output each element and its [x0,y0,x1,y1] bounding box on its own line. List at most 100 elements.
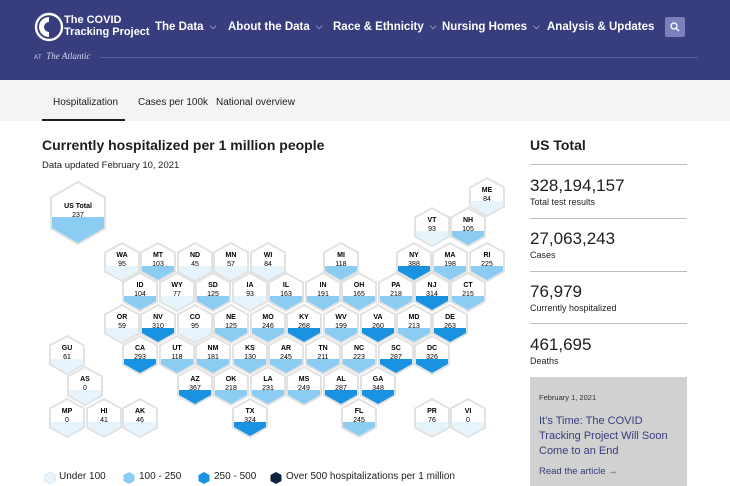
hex-state-ok[interactable]: OK 218 [213,365,249,407]
hex-us-total[interactable]: US Total 237 [50,180,106,246]
read-article-link[interactable]: Read the article → [539,466,618,477]
hex-state-al[interactable]: AL 287 [323,365,359,407]
search-button[interactable] [665,17,685,37]
hex-state-label: PA [391,282,400,289]
hex-state-label: MT [153,252,164,259]
hex-state-sc[interactable]: SC 287 [378,334,414,376]
hex-state-id[interactable]: ID 104 [122,271,158,313]
hex-state-oh[interactable]: OH 165 [341,271,377,313]
stat-divider [530,271,687,272]
hex-state-or[interactable]: OR 59 [104,303,140,345]
hex-state-sd[interactable]: SD 125 [195,271,231,313]
hex-state-nd[interactable]: ND 45 [177,241,213,283]
article-title[interactable]: It’s Time: The COVID Tracking Project Wi… [539,415,668,457]
hex-state-wy[interactable]: WY 77 [159,271,195,313]
hex-state-tn[interactable]: TN 211 [305,334,341,376]
nav-race-ethnicity[interactable]: Race & Ethnicity ⌵ [333,21,437,33]
hex-state-ca[interactable]: CA 293 [122,334,158,376]
hex-state-de[interactable]: DE 263 [432,303,468,345]
hex-state-label: IL [283,282,290,289]
hex-fill [398,266,430,280]
nav-about-the-data[interactable]: About the Data ⌵ [228,21,323,33]
hex-state-gu[interactable]: GU 61 [49,334,85,376]
hex-state-value: 260 [372,323,384,330]
hex-state-il[interactable]: IL 163 [268,271,304,313]
hex-state-label: ME [482,187,493,194]
hex-state-label: MA [445,252,456,259]
us-total-title: US Total [530,137,586,153]
hex-state-ny[interactable]: NY 388 [396,241,432,283]
hex-fill [197,359,229,373]
hex-state-label: AR [281,345,291,352]
active-tab-indicator [42,119,125,121]
hex-state-ri[interactable]: RI 225 [469,241,505,283]
hex-state-value: 61 [63,354,71,361]
hex-state-ct[interactable]: CT 215 [450,271,486,313]
publisher-credit[interactable]: AT The Atlantic [34,51,90,61]
hex-state-value: 388 [408,261,420,268]
hex-state-ky[interactable]: KY 268 [286,303,322,345]
hex-state-nv[interactable]: NV 310 [140,303,176,345]
hex-fill [252,266,284,280]
hex-state-mn[interactable]: MN 57 [213,241,249,283]
hex-state-vi[interactable]: VI 0 [450,397,486,439]
hex-state-wi[interactable]: WI 84 [250,241,286,283]
hex-fill [270,359,302,373]
hex-state-ar[interactable]: AR 245 [268,334,304,376]
ctp-logo-icon[interactable] [34,12,64,42]
hex-state-mi[interactable]: MI 118 [323,241,359,283]
hex-state-in[interactable]: IN 191 [305,271,341,313]
hex-state-fl[interactable]: FL 245 [341,397,377,439]
hex-state-tx[interactable]: TX 324 [232,397,268,439]
hex-state-pa[interactable]: PA 218 [378,271,414,313]
hex-state-nm[interactable]: NM 181 [195,334,231,376]
logo-text[interactable]: The COVID Tracking Project [64,14,150,38]
hex-state-va[interactable]: VA 260 [360,303,396,345]
hex-state-me[interactable]: ME 84 [469,176,505,218]
hex-state-hi[interactable]: HI 41 [86,397,122,439]
nav-analysis-updates[interactable]: Analysis & Updates [547,21,654,33]
hex-state-as[interactable]: AS 0 [67,365,103,407]
hex-state-dc[interactable]: DC 326 [414,334,450,376]
hex-state-ia[interactable]: IA 93 [232,271,268,313]
stat-cases-label: Cases [530,250,556,260]
hex-state-label: AZ [190,376,200,383]
tab-cases-per-100k[interactable]: Cases per 100k [138,97,209,108]
hex-state-ks[interactable]: KS 130 [232,334,268,376]
hex-state-ms[interactable]: MS 249 [286,365,322,407]
hex-state-la[interactable]: LA 231 [250,365,286,407]
hex-state-ga[interactable]: GA 348 [360,365,396,407]
hex-fill [142,328,174,342]
hex-state-ne[interactable]: NE 125 [213,303,249,345]
hex-state-ma[interactable]: MA 198 [432,241,468,283]
hex-fill [215,266,247,280]
hex-state-vt[interactable]: VT 93 [414,206,450,248]
tab-hospitalization[interactable]: Hospitalization [53,97,119,108]
stat-total-tests-label: Total test results [530,197,596,207]
hex-state-value: 218 [390,291,402,298]
hex-state-nj[interactable]: NJ 314 [414,271,450,313]
stat-divider [530,164,687,165]
hex-state-ut[interactable]: UT 118 [159,334,195,376]
hex-state-co[interactable]: CO 95 [177,303,213,345]
article-card[interactable]: February 1, 2021 It’s Time: The COVID Tr… [530,377,687,486]
hex-state-mt[interactable]: MT 103 [140,241,176,283]
hex-state-pr[interactable]: PR 76 [414,397,450,439]
hex-fill [307,296,339,310]
nav-the-data[interactable]: The Data ⌵ [155,21,216,33]
hex-state-value: 125 [207,291,219,298]
search-icon [670,22,680,32]
hex-state-nc[interactable]: NC 223 [341,334,377,376]
hex-state-wa[interactable]: WA 95 [104,241,140,283]
hex-state-label: GU [62,345,73,352]
hex-state-md[interactable]: MD 213 [396,303,432,345]
hex-state-ak[interactable]: AK 46 [122,397,158,439]
tab-national-overview[interactable]: National overview [216,97,295,108]
hex-state-az[interactable]: AZ 367 [177,365,213,407]
hex-state-nh[interactable]: NH 105 [450,206,486,248]
hex-state-value: 84 [483,196,491,203]
hex-state-wv[interactable]: WV 199 [323,303,359,345]
hex-state-mp[interactable]: MP 0 [49,397,85,439]
hex-state-mo[interactable]: MO 246 [250,303,286,345]
nav-nursing-homes[interactable]: Nursing Homes ⌵ [442,21,540,33]
